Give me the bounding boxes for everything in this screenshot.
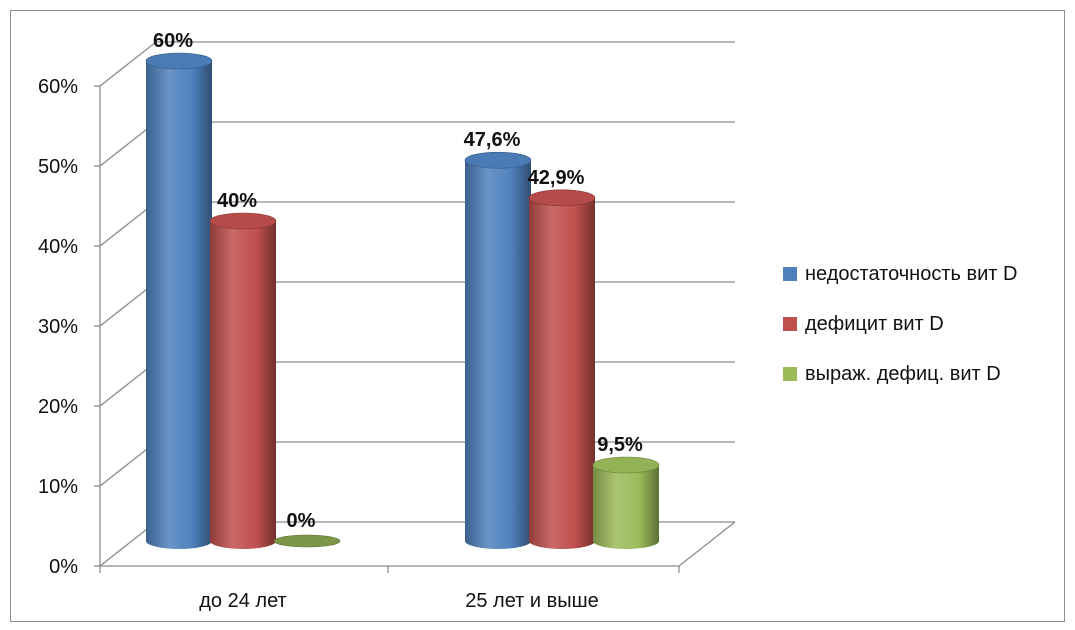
legend-item: выраж. дефиц. вит D: [783, 363, 1001, 385]
bar-0-0: [145, 52, 213, 549]
bar-1-2: [592, 456, 660, 549]
category-label: 25 лет и выше: [465, 590, 599, 612]
data-label: 9,5%: [597, 434, 643, 456]
legend-label: выраж. дефиц. вит D: [805, 363, 1001, 385]
legend-label: дефицит вит D: [805, 313, 944, 335]
bar-top: [592, 456, 660, 474]
bar-0-1: [209, 212, 277, 549]
bar-body: [210, 221, 276, 549]
legend-swatch: [783, 267, 797, 281]
bar-top: [145, 52, 213, 70]
y-tick-label: 50%: [38, 156, 78, 178]
y-tick-label: 40%: [38, 236, 78, 258]
legend-swatch: [783, 317, 797, 331]
y-tick-label: 30%: [38, 316, 78, 338]
y-tick-label: 10%: [38, 476, 78, 498]
legend-item: недостаточность вит D: [783, 263, 1017, 285]
y-tick-label: 0%: [49, 556, 78, 578]
bar-1-0: [464, 151, 532, 549]
category-label: до 24 лет: [199, 590, 286, 612]
bar-top: [273, 534, 341, 548]
bar-1-1: [528, 189, 596, 550]
data-label: 40%: [217, 190, 257, 212]
data-label: 42,9%: [528, 167, 585, 189]
bar-body: [529, 197, 595, 550]
floor-right-edge: [678, 521, 736, 567]
data-label: 0%: [287, 510, 316, 532]
bar-body: [465, 160, 531, 549]
bar-top: [464, 151, 532, 169]
legend-swatch: [783, 367, 797, 381]
y-tick-label: 20%: [38, 396, 78, 418]
data-label: 60%: [153, 30, 193, 52]
legend-item: дефицит вит D: [783, 313, 944, 335]
bar-0-2: [273, 534, 341, 548]
bar-top: [209, 212, 277, 230]
data-label: 47,6%: [464, 129, 521, 151]
gridline-60: [99, 41, 735, 87]
bar-body: [593, 465, 659, 549]
legend-label: недостаточность вит D: [805, 263, 1017, 285]
y-tick-label: 60%: [38, 76, 78, 98]
bar-top: [528, 189, 596, 207]
bar-body: [146, 61, 212, 549]
